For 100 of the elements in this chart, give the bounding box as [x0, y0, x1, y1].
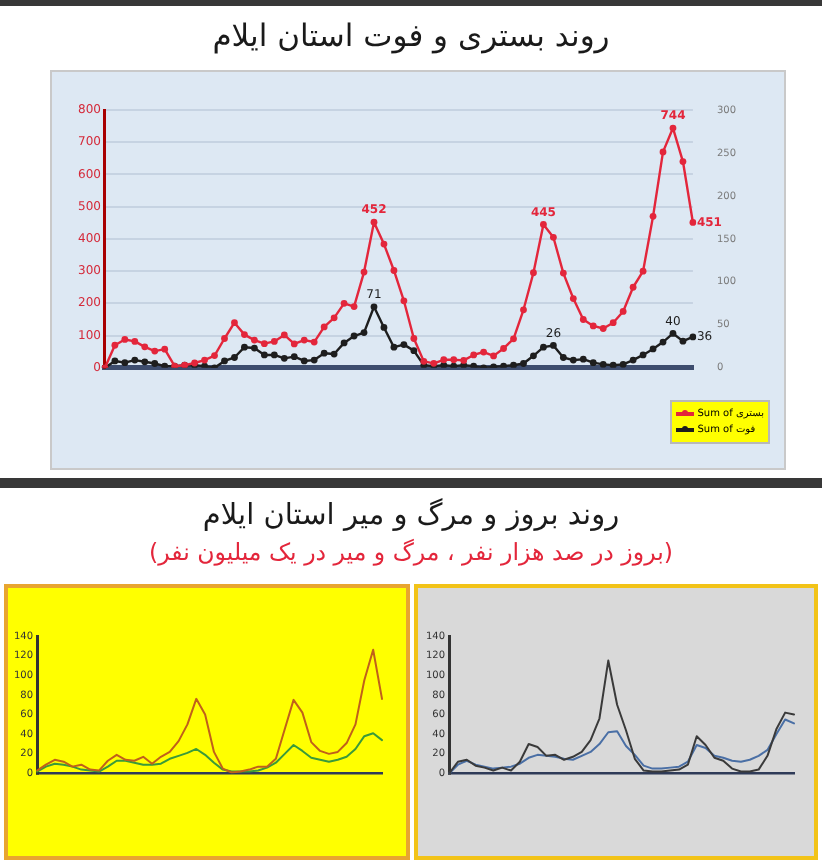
point — [490, 352, 497, 360]
point — [470, 351, 478, 359]
point — [290, 353, 298, 361]
point — [559, 354, 567, 361]
point — [141, 343, 149, 351]
point — [500, 362, 507, 368]
point — [360, 268, 368, 276]
point — [151, 360, 159, 367]
chart-subtitle: (بروز در صد هزار نفر ، مرگ و میر در یک میلیون نفر) — [147, 538, 675, 568]
point — [629, 356, 637, 364]
point — [211, 352, 218, 359]
point — [111, 341, 119, 349]
point — [679, 158, 687, 165]
point — [619, 360, 627, 368]
point — [400, 341, 408, 349]
point — [669, 330, 677, 337]
point — [390, 343, 398, 351]
point — [390, 267, 398, 274]
point — [350, 332, 358, 340]
point — [360, 329, 368, 336]
point — [589, 322, 597, 330]
point — [201, 362, 208, 368]
point — [669, 124, 677, 132]
point — [260, 351, 268, 359]
point — [569, 295, 577, 302]
point — [410, 335, 418, 342]
point — [310, 338, 318, 346]
point — [300, 357, 308, 365]
point — [340, 299, 348, 307]
point — [280, 331, 288, 339]
chart-title: روند بروز و مرگ و میر استان ایلام — [200, 498, 622, 535]
point — [370, 218, 378, 226]
point — [639, 267, 647, 275]
point — [231, 319, 238, 327]
point — [410, 347, 418, 355]
point — [141, 358, 149, 366]
point — [270, 337, 278, 345]
point — [231, 354, 238, 361]
point — [470, 362, 478, 368]
point — [510, 335, 517, 343]
point — [380, 324, 388, 331]
point — [251, 336, 258, 344]
point — [579, 355, 587, 363]
point — [450, 356, 458, 364]
point — [689, 219, 697, 226]
point — [340, 339, 348, 347]
point — [380, 240, 388, 248]
point — [500, 345, 507, 352]
point — [619, 308, 627, 315]
point — [520, 306, 527, 314]
point — [111, 357, 119, 365]
point — [609, 361, 617, 368]
point — [241, 343, 248, 351]
point — [540, 343, 547, 351]
point — [131, 356, 139, 364]
point — [569, 356, 577, 364]
point — [540, 221, 547, 228]
point — [599, 325, 607, 332]
point — [131, 337, 139, 345]
point — [549, 342, 557, 349]
chart-title: روند بستری و فوت استان ایلام — [210, 18, 612, 57]
point — [589, 359, 597, 367]
point — [480, 348, 488, 356]
point — [649, 345, 657, 353]
point — [599, 360, 607, 368]
point — [629, 283, 637, 291]
point — [689, 333, 697, 341]
point — [121, 336, 129, 343]
point — [530, 352, 537, 360]
point — [510, 361, 517, 368]
point — [251, 344, 258, 352]
point — [290, 340, 298, 348]
point — [659, 148, 667, 156]
point — [241, 331, 248, 339]
point — [679, 337, 687, 345]
point — [330, 314, 338, 322]
point — [320, 349, 328, 357]
point — [270, 351, 278, 359]
point — [161, 345, 169, 353]
point — [320, 323, 328, 331]
point — [280, 354, 288, 362]
point — [221, 335, 228, 342]
point — [201, 356, 208, 364]
point — [579, 316, 587, 323]
point — [221, 357, 228, 365]
point — [530, 269, 537, 277]
point — [370, 303, 378, 311]
point — [450, 362, 458, 368]
point — [310, 356, 318, 364]
point — [151, 347, 159, 355]
point — [440, 356, 448, 364]
point — [330, 350, 338, 358]
point — [350, 303, 358, 310]
point — [161, 362, 169, 368]
point — [639, 351, 647, 359]
point — [609, 319, 617, 327]
point — [549, 233, 557, 241]
point — [649, 212, 657, 220]
point — [260, 340, 268, 348]
point — [559, 269, 567, 277]
